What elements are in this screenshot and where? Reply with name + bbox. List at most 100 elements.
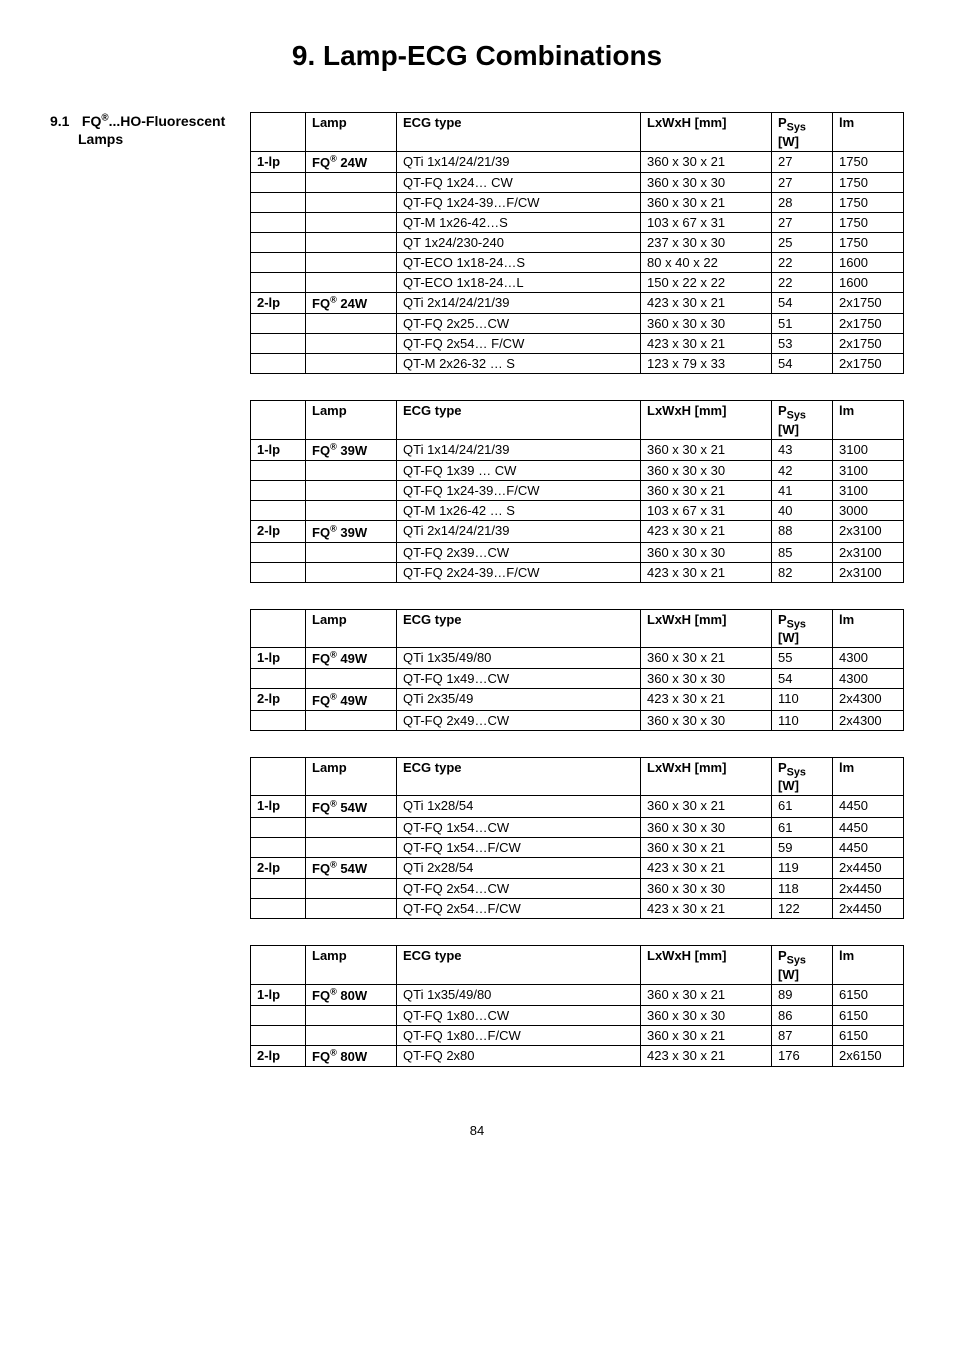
table-row: QT-FQ 1x39 … CW360 x 30 x 30423100 [251, 461, 904, 481]
cell-ecg: QT-FQ 1x39 … CW [397, 461, 641, 481]
header-lamp: Lamp [306, 757, 397, 796]
table-row: QT-FQ 1x24-39…F/CW360 x 30 x 21281750 [251, 192, 904, 212]
cell-lamp [306, 1025, 397, 1045]
cell-psys: 119 [772, 857, 833, 878]
cell-ecg: QT-M 1x26-42 … S [397, 501, 641, 521]
cell-psys: 89 [772, 984, 833, 1005]
table-row: QT-ECO 1x18-24…L150 x 22 x 22221600 [251, 272, 904, 292]
cell-lamp [306, 232, 397, 252]
cell-lamp [306, 501, 397, 521]
table-row: 2-lpFQ® 54WQTi 2x28/54423 x 30 x 211192x… [251, 857, 904, 878]
cell-ecg: QTi 1x28/54 [397, 796, 641, 817]
cell-lm: 2x4450 [833, 857, 904, 878]
header-dimensions: LxWxH [mm] [641, 609, 772, 648]
table-row: QT-M 2x26-32 … S123 x 79 x 33542x1750 [251, 354, 904, 374]
table-row: QT-M 1x26-42…S103 x 67 x 31271750 [251, 212, 904, 232]
cell-ecg: QT-ECO 1x18-24…L [397, 272, 641, 292]
cell-ecg: QT-FQ 2x54…F/CW [397, 899, 641, 919]
cell-dimensions: 360 x 30 x 21 [641, 648, 772, 669]
cell-lm: 2x3100 [833, 521, 904, 542]
cell-lm: 2x1750 [833, 314, 904, 334]
cell-lamp: FQ® 54W [306, 857, 397, 878]
cell-lm: 4450 [833, 796, 904, 817]
header-blank [251, 757, 306, 796]
cell-psys: 40 [772, 501, 833, 521]
table-row: 1-lpFQ® 24WQTi 1x14/24/21/39360 x 30 x 2… [251, 151, 904, 172]
cell-psys: 27 [772, 172, 833, 192]
cell-dimensions: 360 x 30 x 21 [641, 796, 772, 817]
cell-psys: 88 [772, 521, 833, 542]
header-ecg: ECG type [397, 113, 641, 152]
cell-psys: 28 [772, 192, 833, 212]
table-row: QT-FQ 1x54…CW360 x 30 x 30614450 [251, 817, 904, 837]
cell-lamp [306, 334, 397, 354]
cell-ecg: QT 1x24/230-240 [397, 232, 641, 252]
cell-dimensions: 360 x 30 x 30 [641, 710, 772, 730]
table-header-row: LampECG typeLxWxH [mm]PSys[W]lm [251, 609, 904, 648]
cell-lamp: FQ® 49W [306, 689, 397, 710]
cell-lm: 4450 [833, 817, 904, 837]
cell-psys: 122 [772, 899, 833, 919]
table-row: QT-FQ 2x39…CW360 x 30 x 30852x3100 [251, 542, 904, 562]
cell-lm: 3100 [833, 461, 904, 481]
cell-ecg: QT-FQ 2x24-39…F/CW [397, 562, 641, 582]
cell-lamp: FQ® 39W [306, 521, 397, 542]
cell-dimensions: 423 x 30 x 21 [641, 1045, 772, 1066]
cell-ecg: QT-FQ 1x54…F/CW [397, 837, 641, 857]
table-row: QT-FQ 1x49…CW360 x 30 x 30544300 [251, 669, 904, 689]
cell-lamp [306, 879, 397, 899]
cell-lamp [306, 562, 397, 582]
cell-n [251, 272, 306, 292]
header-ecg: ECG type [397, 946, 641, 985]
cell-dimensions: 80 x 40 x 22 [641, 252, 772, 272]
cell-ecg: QT-FQ 1x80…F/CW [397, 1025, 641, 1045]
cell-lamp [306, 542, 397, 562]
header-lm: lm [833, 609, 904, 648]
cell-lamp: FQ® 80W [306, 1045, 397, 1066]
cell-lm: 2x6150 [833, 1045, 904, 1066]
cell-ecg: QT-FQ 1x24-39…F/CW [397, 192, 641, 212]
table-row: QT-FQ 1x24… CW360 x 30 x 30271750 [251, 172, 904, 192]
cell-psys: 87 [772, 1025, 833, 1045]
cell-ecg: QT-FQ 2x80 [397, 1045, 641, 1066]
header-dimensions: LxWxH [mm] [641, 946, 772, 985]
cell-n [251, 172, 306, 192]
table-row: 2-lpFQ® 24WQTi 2x14/24/21/39423 x 30 x 2… [251, 292, 904, 313]
header-lamp: Lamp [306, 609, 397, 648]
cell-n [251, 192, 306, 212]
cell-lamp [306, 192, 397, 212]
cell-lm: 2x1750 [833, 292, 904, 313]
header-ecg: ECG type [397, 757, 641, 796]
cell-lm: 3100 [833, 481, 904, 501]
header-dimensions: LxWxH [mm] [641, 113, 772, 152]
header-dimensions: LxWxH [mm] [641, 757, 772, 796]
cell-dimensions: 423 x 30 x 21 [641, 689, 772, 710]
table-row: QT-FQ 1x80…F/CW360 x 30 x 21876150 [251, 1025, 904, 1045]
cell-psys: 41 [772, 481, 833, 501]
cell-psys: 54 [772, 292, 833, 313]
table-header-row: LampECG typeLxWxH [mm]PSys[W]lm [251, 401, 904, 440]
cell-ecg: QTi 2x35/49 [397, 689, 641, 710]
lamp-ecg-table: LampECG typeLxWxH [mm]PSys[W]lm1-lpFQ® 4… [250, 609, 904, 731]
cell-dimensions: 423 x 30 x 21 [641, 292, 772, 313]
cell-n [251, 461, 306, 481]
cell-dimensions: 360 x 30 x 21 [641, 439, 772, 460]
cell-dimensions: 150 x 22 x 22 [641, 272, 772, 292]
cell-psys: 54 [772, 669, 833, 689]
cell-ecg: QTi 1x14/24/21/39 [397, 151, 641, 172]
table-row: 2-lpFQ® 49WQTi 2x35/49423 x 30 x 211102x… [251, 689, 904, 710]
cell-ecg: QT-FQ 1x49…CW [397, 669, 641, 689]
header-psys: PSys[W] [772, 609, 833, 648]
cell-n [251, 899, 306, 919]
cell-lm: 1600 [833, 252, 904, 272]
cell-ecg: QT-FQ 2x54…CW [397, 879, 641, 899]
table-row: QT-M 1x26-42 … S103 x 67 x 31403000 [251, 501, 904, 521]
cell-psys: 43 [772, 439, 833, 460]
header-lamp: Lamp [306, 946, 397, 985]
lamp-ecg-table: LampECG typeLxWxH [mm]PSys[W]lm1-lpFQ® 3… [250, 400, 904, 582]
cell-n [251, 1005, 306, 1025]
cell-ecg: QTi 2x28/54 [397, 857, 641, 878]
header-lm: lm [833, 757, 904, 796]
header-psys: PSys[W] [772, 946, 833, 985]
cell-psys: 27 [772, 151, 833, 172]
